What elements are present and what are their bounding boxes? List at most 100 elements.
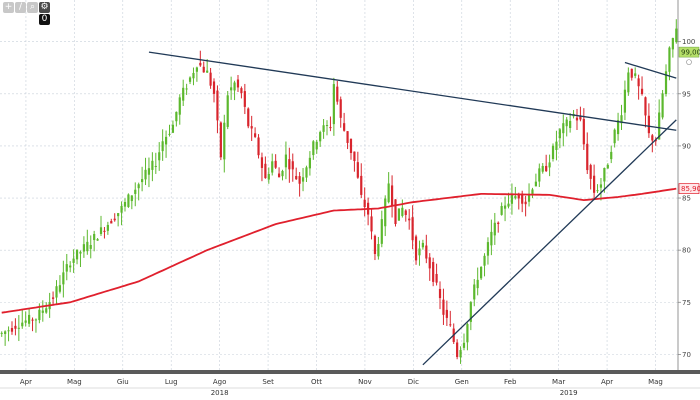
candle-body bbox=[408, 218, 411, 221]
candle-body bbox=[599, 184, 603, 188]
moving-average-series bbox=[1, 187, 677, 314]
candle-body bbox=[466, 324, 469, 343]
candle-body bbox=[627, 72, 630, 93]
candle-body bbox=[58, 285, 62, 292]
y-tick-label: 70 bbox=[682, 351, 691, 359]
candle-body bbox=[507, 203, 510, 207]
candle-body bbox=[202, 66, 205, 73]
candle-body bbox=[401, 207, 404, 216]
candle-body bbox=[459, 350, 462, 358]
candle-body bbox=[418, 248, 421, 256]
candle-body bbox=[21, 322, 24, 327]
candle-body bbox=[332, 84, 335, 125]
candle-body bbox=[185, 88, 188, 90]
candle-body bbox=[230, 87, 233, 91]
candle-body bbox=[0, 332, 3, 334]
candle-body bbox=[456, 342, 459, 357]
candle-body bbox=[435, 273, 438, 283]
candle-body bbox=[271, 161, 274, 173]
candle-body bbox=[127, 194, 130, 207]
candle-body bbox=[41, 310, 44, 313]
candle-body bbox=[610, 151, 613, 160]
candle-body bbox=[428, 257, 431, 269]
candle-body bbox=[34, 319, 38, 321]
candle-body bbox=[295, 175, 298, 180]
candle-body bbox=[31, 319, 34, 321]
zoom-icon[interactable]: ⌕ bbox=[27, 2, 38, 13]
candle-body bbox=[356, 162, 359, 178]
moving-average-line bbox=[1, 187, 677, 314]
candle-body bbox=[315, 141, 318, 150]
candle-body bbox=[343, 123, 346, 131]
candle-body bbox=[493, 222, 496, 236]
candle-body bbox=[534, 181, 537, 187]
candle-body bbox=[141, 179, 144, 183]
candle-body bbox=[137, 184, 140, 189]
plus-icon[interactable]: + bbox=[3, 2, 14, 13]
candle-body bbox=[110, 221, 113, 224]
candle-body bbox=[117, 213, 120, 217]
candle-body bbox=[404, 210, 407, 215]
candle-body bbox=[274, 160, 277, 168]
candle-body bbox=[414, 236, 418, 261]
candle-body bbox=[541, 165, 544, 172]
candle-body bbox=[421, 242, 424, 248]
candle-body bbox=[329, 127, 332, 129]
candle-body bbox=[336, 86, 339, 102]
candle-body bbox=[480, 266, 483, 279]
candle-body bbox=[192, 72, 195, 79]
candle-body bbox=[589, 165, 592, 179]
candle-body bbox=[637, 78, 640, 87]
candle-body bbox=[438, 288, 442, 299]
candle-body bbox=[445, 309, 448, 318]
candle-body bbox=[188, 77, 192, 82]
candle-body bbox=[668, 47, 671, 72]
trendline bbox=[624, 61, 677, 79]
y-tick-label: 75 bbox=[682, 299, 691, 307]
candle-body bbox=[664, 71, 668, 94]
candle-body bbox=[517, 194, 520, 199]
candle-body bbox=[483, 255, 486, 266]
candle-body bbox=[86, 241, 89, 252]
candle-body bbox=[582, 118, 585, 145]
candle-body bbox=[240, 88, 243, 94]
x-tick-label: Apr bbox=[20, 378, 32, 386]
pencil-icon[interactable]: / bbox=[15, 2, 26, 13]
candle-body bbox=[394, 199, 397, 225]
candle-body bbox=[349, 138, 353, 154]
last-price-tag bbox=[678, 46, 700, 58]
candle-body bbox=[4, 331, 7, 334]
candle-body bbox=[123, 201, 127, 207]
candle-body bbox=[442, 299, 445, 315]
candle-body bbox=[500, 206, 503, 215]
trendlines bbox=[148, 51, 677, 366]
x-tick-label: Ago bbox=[213, 378, 227, 386]
candle-body bbox=[339, 99, 342, 118]
candle-body bbox=[353, 151, 356, 162]
candle-body bbox=[305, 167, 308, 178]
y-tick-label: 80 bbox=[682, 247, 691, 255]
price-tags: 99,00 85,90 bbox=[678, 46, 700, 194]
candle-body bbox=[469, 302, 472, 322]
candle-body bbox=[243, 91, 246, 107]
candle-body bbox=[75, 249, 79, 260]
settings-icon[interactable]: ⚙ bbox=[39, 2, 50, 13]
candle-body bbox=[558, 129, 561, 139]
candle-body bbox=[151, 160, 154, 170]
candle-body bbox=[545, 165, 548, 172]
candle-body bbox=[260, 157, 264, 168]
candle-body bbox=[490, 231, 493, 246]
x-axis-bar bbox=[0, 370, 700, 374]
trendline bbox=[148, 51, 677, 131]
candle-body bbox=[380, 219, 383, 244]
candle-body bbox=[411, 217, 414, 241]
candle-body bbox=[113, 218, 116, 221]
candle-body bbox=[72, 258, 75, 263]
candle-body bbox=[425, 245, 428, 259]
candle-body bbox=[503, 205, 507, 209]
candle-body bbox=[476, 279, 479, 289]
period-label[interactable]: 0 bbox=[39, 14, 50, 25]
candle-body bbox=[171, 124, 175, 133]
candle-body bbox=[579, 116, 582, 120]
